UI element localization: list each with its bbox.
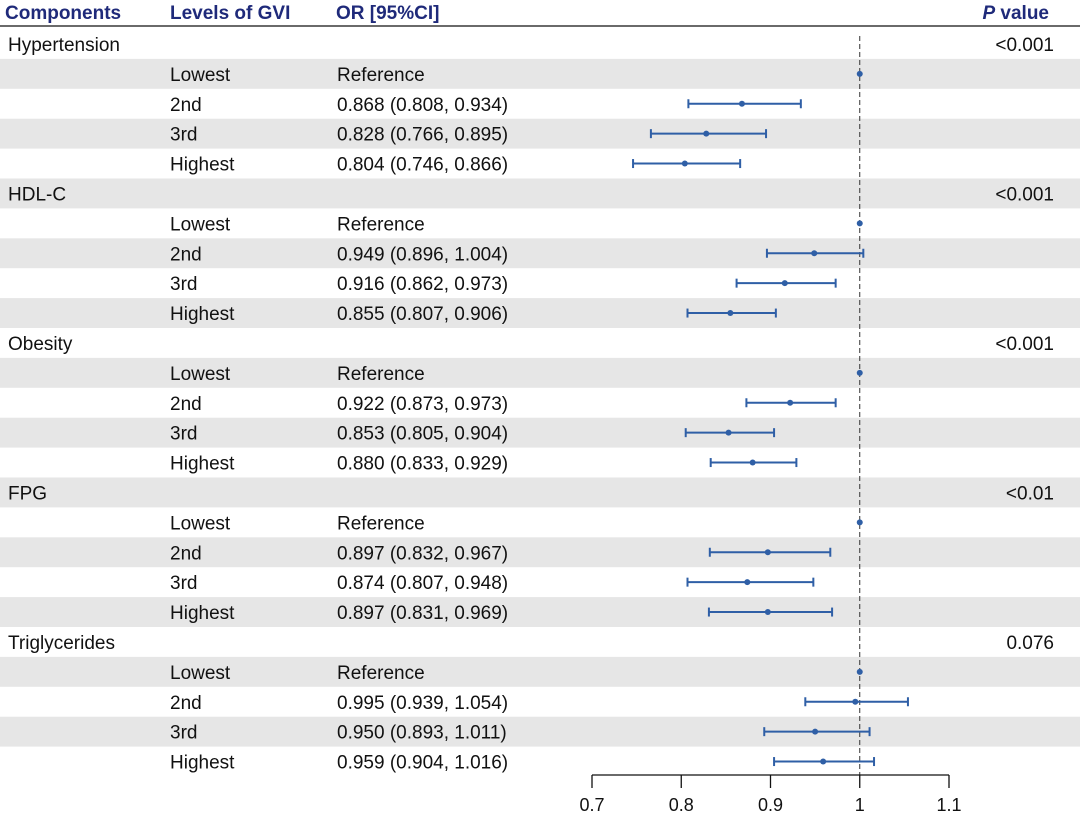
p-value: <0.01 (1006, 484, 1054, 505)
row-band (0, 716, 1080, 747)
or-ci-label: 0.897 (0.831, 0.969) (337, 603, 508, 624)
component-name: HDL-C (8, 185, 66, 206)
or-ci-label: Reference (337, 663, 425, 684)
or-ci-label: 0.880 (0.833, 0.929) (337, 454, 508, 475)
row-band (0, 477, 1080, 508)
p-value: <0.001 (995, 185, 1054, 206)
or-point (764, 609, 771, 616)
or-ci-label: 0.828 (0.766, 0.895) (337, 125, 508, 146)
table-rows: Hypertension <0.001 Lowest Reference 2nd 0.86… (8, 35, 1054, 774)
or-point (727, 310, 734, 317)
or-point (725, 429, 732, 436)
gvi-level-label: Highest (170, 155, 235, 176)
p-value: <0.001 (995, 35, 1054, 56)
row-band (0, 58, 1080, 89)
or-point (738, 100, 745, 107)
x-tick-label: 0.7 (579, 795, 604, 815)
or-ci-label: 0.995 (0.939, 1.054) (337, 693, 508, 714)
row-band (0, 417, 1080, 448)
gvi-level-label: 2nd (170, 394, 202, 415)
gvi-level-label: 3rd (170, 274, 197, 295)
gvi-level-label: 2nd (170, 693, 202, 714)
row-band (0, 537, 1080, 568)
header-p-italic: P (982, 3, 995, 24)
table-header: Components Levels of GVI OR [95%CI] P va… (5, 3, 1049, 24)
gvi-level-label: Highest (170, 753, 235, 774)
gvi-level-label: Highest (170, 304, 235, 325)
gvi-level-label: 3rd (170, 424, 197, 445)
gvi-level-label: Lowest (170, 513, 231, 534)
header-or-ci: OR [95%CI] (336, 3, 439, 24)
row-band (0, 118, 1080, 149)
header-levels: Levels of GVI (170, 3, 290, 24)
header-p-rest: value (995, 3, 1049, 24)
gvi-level-label: 2nd (170, 244, 202, 265)
or-ci-label: 0.853 (0.805, 0.904) (337, 424, 508, 445)
gvi-level-label: Highest (170, 454, 235, 475)
gvi-level-label: 2nd (170, 543, 202, 564)
or-point (744, 579, 751, 586)
p-value: 0.076 (1006, 633, 1054, 654)
row-band (0, 357, 1080, 388)
or-ci-label: 0.949 (0.896, 1.004) (337, 244, 508, 265)
x-tick-label: 1.1 (936, 795, 961, 815)
x-tick-label: 1 (855, 795, 865, 815)
x-tick-label: 0.9 (758, 795, 783, 815)
or-point (856, 519, 863, 526)
or-point (856, 668, 863, 675)
component-name: FPG (8, 484, 47, 505)
or-ci-label: Reference (337, 513, 425, 534)
row-band (0, 597, 1080, 627)
gvi-level-label: Lowest (170, 214, 231, 235)
or-point (812, 728, 819, 735)
or-ci-label: Reference (337, 65, 425, 86)
gvi-level-label: 3rd (170, 125, 197, 146)
x-axis: 0.7 0.8 0.9 1 1.1 (579, 774, 962, 815)
or-ci-label: 0.855 (0.807, 0.906) (337, 304, 508, 325)
gvi-level-label: 2nd (170, 95, 202, 116)
gvi-level-label: 3rd (170, 573, 197, 594)
row-band (0, 178, 1080, 209)
gvi-level-label: Highest (170, 603, 235, 624)
row-band (0, 238, 1080, 269)
or-point (820, 758, 827, 765)
or-ci-label: 0.897 (0.832, 0.967) (337, 543, 508, 564)
or-point (764, 549, 771, 556)
or-point (856, 369, 863, 376)
gvi-level-label: Lowest (170, 364, 231, 385)
or-ci-label: 0.868 (0.808, 0.934) (337, 95, 508, 116)
component-name: Hypertension (8, 35, 120, 56)
row-bands (0, 58, 1080, 747)
x-tick-label: 0.8 (669, 795, 694, 815)
or-point (681, 160, 688, 167)
gvi-level-label: Lowest (170, 663, 231, 684)
or-point (787, 399, 794, 406)
or-point (703, 130, 710, 137)
or-ci-label: Reference (337, 364, 425, 385)
or-ci-label: 0.922 (0.873, 0.973) (337, 394, 508, 415)
row-band (0, 298, 1080, 328)
or-point (749, 459, 756, 466)
or-point (852, 698, 859, 705)
or-point (781, 280, 788, 287)
or-point (856, 70, 863, 77)
chart-marks (632, 70, 909, 767)
or-ci-label: 0.950 (0.893, 1.011) (337, 723, 507, 744)
or-ci-label: 0.874 (0.807, 0.948) (337, 573, 508, 594)
or-point (811, 250, 818, 257)
or-point (856, 220, 863, 227)
header-components: Components (5, 3, 121, 24)
or-ci-label: 0.959 (0.904, 1.016) (337, 753, 508, 774)
component-name: Obesity (8, 334, 73, 355)
header-p-value: P value (982, 3, 1049, 24)
or-ci-label: 0.916 (0.862, 0.973) (337, 274, 508, 295)
gvi-level-label: 3rd (170, 723, 197, 744)
row-band (0, 656, 1080, 687)
gvi-level-label: Lowest (170, 65, 231, 86)
or-ci-label: 0.804 (0.746, 0.866) (337, 155, 508, 176)
p-value: <0.001 (995, 334, 1054, 355)
component-name: Triglycerides (8, 633, 115, 654)
or-ci-label: Reference (337, 214, 425, 235)
